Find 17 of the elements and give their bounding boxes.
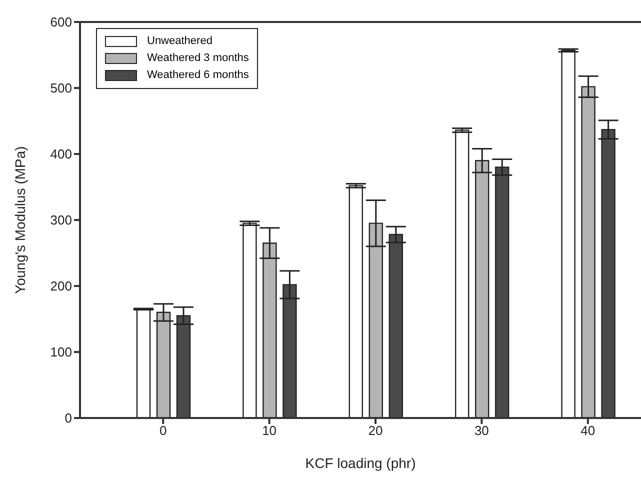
y-tick-label: 400: [50, 146, 72, 162]
x-tick-label: 20: [368, 423, 383, 438]
x-axis-title: KCF loading (phr): [305, 455, 416, 471]
y-tick-label: 200: [50, 278, 72, 294]
x-tick-label: 10: [262, 423, 277, 438]
x-tick-label: 40: [580, 423, 596, 438]
y-tick-label: 100: [50, 344, 72, 360]
y-tick-label: 300: [50, 212, 72, 228]
y-tick-label: 500: [50, 80, 72, 96]
x-tick-label: 0: [159, 423, 167, 438]
legend-label: Weathered 3 months: [147, 51, 249, 66]
y-axis-title: Young's Modulus (MPa): [12, 146, 28, 294]
y-tick-label: 0: [64, 410, 72, 426]
legend-label: Unweathered: [147, 34, 212, 49]
legend-label: Weathered 6 months: [147, 68, 249, 83]
x-tick-label: 30: [474, 423, 489, 438]
y-tick-label: 600: [50, 14, 72, 30]
